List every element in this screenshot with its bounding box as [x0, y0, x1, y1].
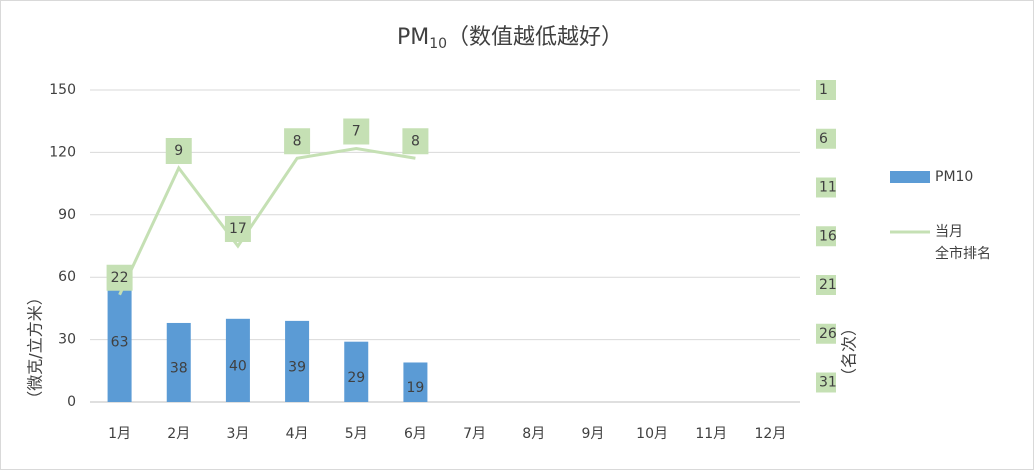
x-tick-label: 8月 — [522, 426, 545, 442]
x-tick-label: 6月 — [404, 426, 427, 442]
x-tick-label: 12月 — [755, 426, 787, 442]
line-value-label: 17 — [229, 221, 247, 237]
y2-tick-box — [816, 226, 836, 247]
bar — [285, 320, 310, 402]
line-label-box — [165, 138, 192, 164]
y-axis-label: （微克/立方米） — [26, 289, 45, 406]
y2-tick-label: 1 — [819, 82, 828, 98]
x-tick-label: 3月 — [226, 426, 249, 442]
y2-tick-label: 11 — [819, 180, 837, 196]
x-tick-label: 1月 — [108, 426, 131, 442]
bar — [344, 341, 369, 402]
line-value-label: 7 — [352, 124, 361, 140]
line-label-box — [343, 118, 370, 145]
bar-value-label: 39 — [288, 359, 306, 375]
bar-value-label: 19 — [407, 380, 425, 396]
y2-tick-label: 31 — [819, 375, 837, 391]
line-label-box — [402, 128, 429, 155]
line-label-box — [284, 128, 311, 155]
x-tick-label: 11月 — [695, 426, 727, 442]
legend-label: 当月 全市排名 — [935, 224, 991, 262]
y-tick-label: 120 — [49, 144, 76, 160]
title-main: PM — [397, 25, 429, 50]
bar-value-label: 63 — [111, 334, 129, 350]
y2-tick-label: 21 — [819, 277, 837, 293]
line-value-label: 9 — [174, 143, 183, 159]
x-tick-label: 5月 — [345, 426, 368, 442]
y-tick-label: 60 — [58, 269, 76, 285]
y-tick-label: 30 — [58, 332, 76, 348]
y2-tick-label: 6 — [819, 131, 828, 147]
y2-tick-label: 16 — [819, 228, 837, 244]
title-rest: （数值越低越好） — [447, 25, 623, 50]
bar — [403, 362, 428, 402]
title-subscript: 10 — [429, 36, 447, 52]
y2-tick-box — [816, 177, 836, 198]
bar — [166, 322, 191, 402]
legend-label: PM10 — [935, 169, 974, 185]
y2-tick-box — [816, 275, 836, 295]
line-label-box — [106, 264, 133, 291]
x-tick-label: 7月 — [463, 426, 486, 442]
line-value-label: 8 — [293, 133, 302, 149]
x-tick-label: 4月 — [286, 426, 309, 442]
y2-tick-box — [816, 372, 836, 393]
y2-tick-label: 26 — [819, 326, 837, 342]
line-label-box — [224, 216, 251, 242]
bar-value-label: 40 — [229, 358, 247, 374]
x-tick-label: 9月 — [581, 426, 604, 442]
y-tick-label: 150 — [49, 82, 76, 98]
y2-tick-box — [816, 128, 836, 149]
y2-tick-box — [816, 80, 836, 100]
y2-tick-box — [816, 323, 836, 344]
y2-axis-label: （名次） — [840, 320, 859, 384]
line-value-label: 8 — [411, 133, 420, 149]
bar-value-label: 29 — [347, 370, 365, 386]
bar — [225, 318, 250, 402]
bar-value-label: 38 — [170, 360, 188, 376]
line-value-label: 22 — [111, 270, 129, 286]
line — [118, 146, 416, 296]
chart-title: PM10（数值越低越好） — [397, 25, 623, 52]
y-tick-label: 0 — [67, 394, 76, 410]
x-tick-label: 2月 — [167, 426, 190, 442]
x-tick-label: 10月 — [636, 426, 668, 442]
legend-swatch — [890, 171, 930, 183]
y-tick-label: 90 — [58, 207, 76, 223]
